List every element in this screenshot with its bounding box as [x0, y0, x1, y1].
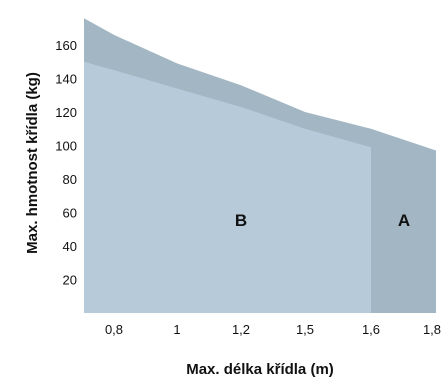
x-axis-label: Max. délka křídla (m)	[186, 361, 334, 378]
x-tick-label: 1,2	[232, 322, 250, 337]
y-axis-ticks: 20 40 60 80 100 120 140 160	[55, 38, 77, 288]
y-tick-label: 60	[63, 206, 77, 221]
y-tick-label: 100	[55, 139, 77, 154]
areas	[84, 18, 436, 313]
region-labels: AB	[235, 211, 410, 230]
y-tick-label: 20	[63, 273, 77, 288]
y-tick-label: 140	[55, 72, 77, 87]
x-tick-label: 1,6	[362, 322, 380, 337]
y-tick-label: 160	[55, 38, 77, 53]
y-tick-label: 120	[55, 105, 77, 120]
y-tick-label: 40	[63, 239, 77, 254]
y-tick-label: 80	[63, 172, 77, 187]
x-tick-label: 1,8	[423, 322, 441, 337]
area-b	[84, 61, 371, 313]
x-tick-label: 1	[173, 322, 180, 337]
x-axis-ticks: 0,8 1 1,2 1,5 1,6 1,8	[105, 322, 441, 337]
region-label-b: B	[235, 211, 247, 230]
y-axis-label: Max. hmotnost křídla (kg)	[24, 72, 41, 254]
x-tick-label: 0,8	[105, 322, 123, 337]
region-label-a: A	[398, 211, 410, 230]
x-tick-label: 1,5	[296, 322, 314, 337]
